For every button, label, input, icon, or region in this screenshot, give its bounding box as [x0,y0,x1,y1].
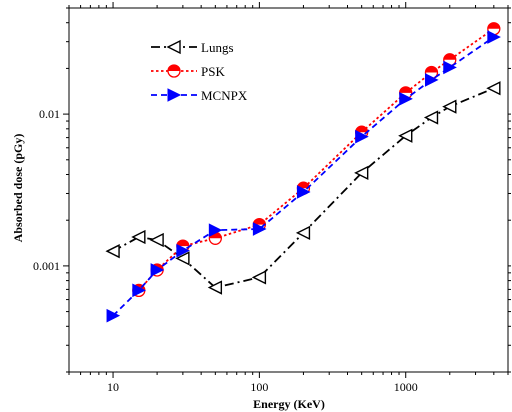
data-point [150,263,165,277]
marker-fill [176,240,189,247]
data-point [105,244,120,259]
data-point [442,99,457,114]
legend-marker [167,64,181,78]
data-point [487,30,501,44]
data-point [295,225,311,241]
y-tick-label: 0.01 [39,107,60,121]
legend-entry-mcnpx: MCNPX [151,88,248,103]
data-point [175,251,190,266]
series-line [138,28,495,291]
x-axis-title: Energy (KeV) [253,397,325,411]
x-tick-label: 1000 [394,380,418,394]
data-point [399,92,413,106]
data-point [487,22,501,36]
data-point [424,73,439,87]
data-point [296,185,311,199]
data-point [443,60,457,75]
legend-label: MCNPX [201,88,248,103]
legend-entry-lungs: Lungs [151,39,234,55]
legend-label: PSK [201,64,225,79]
series-psk [132,22,501,298]
data-point [252,222,267,236]
x-tick-label: 10 [107,380,119,394]
legend-marker [166,39,181,55]
marker-fill [355,126,368,133]
data-point [355,129,369,144]
data-point [486,81,501,96]
marker-fill [297,182,310,189]
data-point [149,232,164,248]
data-point [398,128,413,143]
y-tick-label: 0.001 [33,259,60,273]
data-point [106,308,121,323]
series-layer [105,22,501,323]
y-axis-title: Absorbed dose (pGy) [11,134,25,243]
data-point [208,223,223,237]
legend-marker [167,88,182,102]
data-point [423,110,439,125]
data-point [354,165,369,181]
legend-label: Lungs [201,40,234,55]
series-line [112,36,495,317]
series-mcnpx [106,30,501,323]
data-point [176,243,190,258]
data-point [132,283,146,298]
marker-fill [253,218,266,225]
data-point [207,280,223,295]
x-tick-label: 100 [250,380,268,394]
marker-fill [168,65,180,71]
marker-fill [425,66,438,73]
marker-fill [487,22,500,29]
axes: 10 100 1000 0.001 0.01 [33,2,511,394]
marker-fill [443,53,456,60]
series-lungs [105,81,501,295]
data-point [251,270,267,285]
marker-fill [399,86,412,93]
legend-entry-psk: PSK [151,64,225,79]
data-point [131,229,146,245]
plot-frame [68,7,509,373]
legend: Lungs PSK MCNPX [151,39,248,103]
